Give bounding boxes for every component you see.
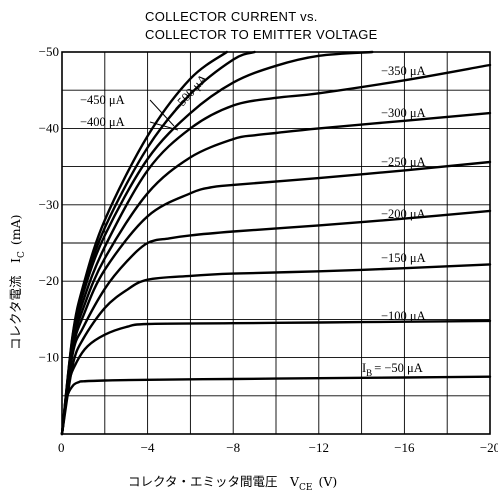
curve-label: IB = −50 μA — [362, 361, 423, 378]
x-tick-label: −12 — [309, 440, 329, 455]
x-tick-label: 0 — [58, 440, 65, 455]
curve-label: −450 μA — [80, 93, 125, 107]
curve-series — [60, 50, 228, 436]
y-axis-label: コレクタ電流 IC (mA) — [8, 215, 27, 350]
curve-label: −300 μA — [381, 106, 426, 120]
x-tick-label: −4 — [141, 440, 155, 455]
curve-series — [60, 375, 492, 436]
x-axis-label-main: コレクタ・エミッタ間電圧 V — [128, 474, 300, 489]
curves — [60, 50, 492, 436]
chart-title-line-2: COLLECTOR TO EMITTER VOLTAGE — [145, 27, 378, 42]
chart-title-line-1: COLLECTOR CURRENT vs. — [145, 9, 318, 24]
curve-label: −150 μA — [381, 251, 426, 265]
x-tick-label: −8 — [226, 440, 240, 455]
curve-label-leader — [149, 121, 179, 131]
curve-label: −400 μA — [80, 115, 125, 129]
curve-label-leader — [149, 99, 175, 127]
grid — [62, 52, 490, 434]
curve-label: −100 μA — [381, 309, 426, 323]
curve-label: −200 μA — [381, 207, 426, 221]
y-tick-label: −30 — [39, 197, 59, 212]
curve-series — [60, 319, 492, 436]
y-tick-label: −40 — [39, 120, 59, 135]
y-axis-label-subscript: C — [17, 251, 27, 258]
curve-label: −350 μA — [381, 64, 426, 78]
y-tick-label: −20 — [39, 273, 59, 288]
curve-series — [60, 63, 492, 436]
x-axis-label: コレクタ・エミッタ間電圧 VCE (V) — [128, 474, 337, 493]
curve-series — [60, 263, 492, 436]
plot-frame — [61, 51, 491, 435]
x-tick-label: −16 — [394, 440, 415, 455]
y-axis-label-unit: (mA) — [8, 215, 23, 246]
curve-series — [60, 160, 492, 436]
tick-labels: 0 −4 −8 −12 −16 −20 −10 −20 −30 −40 −50 — [39, 44, 498, 455]
x-axis-label-subscript: CE — [299, 483, 312, 493]
curve-series — [60, 111, 492, 436]
curve-series — [60, 209, 492, 436]
y-axis-label-main: コレクタ電流 I — [8, 258, 23, 350]
y-tick-label: −10 — [39, 350, 59, 365]
y-tick-label: −50 — [39, 44, 59, 59]
x-tick-label: −20 — [480, 440, 498, 455]
x-axis-label-unit: (V) — [319, 474, 338, 489]
curve-label: −250 μA — [381, 155, 426, 169]
